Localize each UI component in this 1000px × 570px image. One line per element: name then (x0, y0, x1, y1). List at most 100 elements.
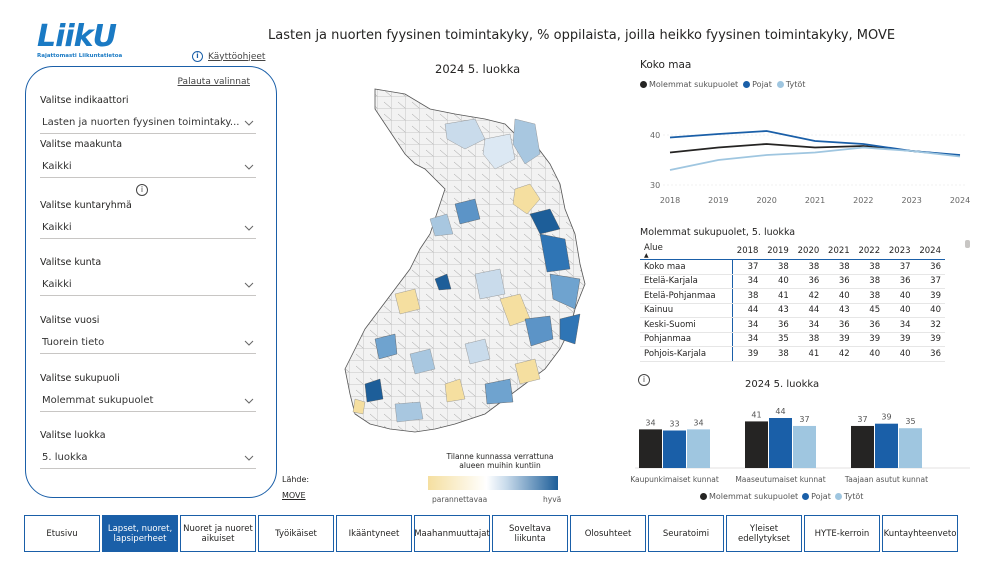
value-cell: 43 (823, 303, 854, 318)
bar[interactable] (663, 430, 686, 469)
chevron-down-icon (244, 398, 254, 404)
dropdown-value: Kaikki (42, 279, 72, 290)
value-cell: 40 (853, 346, 885, 362)
value-cell: 40 (884, 288, 915, 304)
column-header-area[interactable]: Alue ▲ (640, 242, 732, 260)
category-label: Kaupunkimaiset kunnat (630, 475, 719, 484)
nav-button[interactable]: HYTE-kerroin (804, 515, 880, 552)
value-cell: 34 (732, 332, 763, 347)
bar[interactable] (851, 425, 874, 468)
chevron-down-icon (244, 455, 254, 461)
bar[interactable] (875, 423, 898, 468)
table-row[interactable]: Etelä-Karjala 34 40 36 36 38 36 37 (640, 274, 945, 289)
nav-button[interactable]: Ikääntyneet (336, 515, 412, 552)
value-cell: 36 (762, 317, 793, 333)
nav-button[interactable]: Kuntayhteenveto (882, 515, 958, 552)
value-cell: 36 (823, 274, 854, 289)
region-name-cell: Etelä-Karjala (640, 274, 733, 289)
dropdown-value: Kaikki (42, 161, 72, 172)
grade-dropdown[interactable]: 5. luokka (40, 447, 256, 469)
nav-button[interactable]: Seuratoimi (648, 515, 724, 552)
indicator-dropdown[interactable]: Lasten ja nuorten fyysinen toimintaky... (40, 112, 256, 134)
bar[interactable] (687, 429, 710, 468)
bar-chart[interactable]: 34 33 34 Kaupunkimaiset kunnat 41 44 37 Maaseut… (625, 396, 975, 491)
filter-label: Valitse vuosi (40, 315, 100, 326)
region-table: Alue ▲ 2018 2019 2020 2021 2022 2023 2024… (640, 242, 945, 362)
column-header[interactable]: 2023 (884, 242, 915, 260)
legend-item[interactable]: Molemmat sukupuolet (640, 80, 738, 89)
nav-button[interactable]: Soveltava liikunta (492, 515, 568, 552)
legend-label: Tytöt (843, 492, 864, 501)
value-cell: 41 (792, 346, 824, 362)
table-row[interactable]: Etelä-Pohjanmaa 38 41 42 40 38 40 39 (640, 288, 945, 304)
nav-button[interactable]: Työikäiset (258, 515, 334, 552)
chevron-down-icon (244, 225, 254, 231)
nav-button[interactable]: Lapset, nuoret, lapsiperheet (102, 515, 178, 552)
legend-item[interactable]: Pojat (743, 80, 772, 89)
legend-item[interactable]: Tytöt (834, 492, 864, 501)
bar[interactable] (639, 429, 662, 468)
column-header[interactable]: 2020 (792, 242, 824, 260)
info-icon[interactable]: i (136, 184, 148, 196)
chevron-down-icon (244, 282, 254, 288)
bar[interactable] (899, 428, 922, 468)
dropdown-value: Lasten ja nuorten fyysinen toimintaky... (42, 117, 240, 128)
help-link-label: Käyttöohjeet (208, 51, 266, 62)
nav-button[interactable]: Nuoret ja nuoret aikuiset (180, 515, 256, 552)
value-cell: 39 (884, 332, 915, 347)
region-dropdown[interactable]: Kaikki (40, 156, 256, 178)
municipality-group-dropdown[interactable]: Kaikki (40, 217, 256, 239)
table-row[interactable]: Keski-Suomi 34 36 34 36 36 34 32 (640, 317, 945, 333)
value-cell: 37 (732, 259, 763, 275)
table-row[interactable]: Koko maa 37 38 38 38 38 37 36 (640, 259, 945, 275)
nav-button[interactable]: Maahanmuuttajat (414, 515, 490, 552)
column-header[interactable]: 2021 (823, 242, 854, 260)
series-line[interactable] (669, 143, 961, 157)
value-cell: 39 (914, 332, 945, 347)
value-cell: 36 (792, 274, 824, 289)
table-scrollbar[interactable] (965, 240, 970, 248)
value-cell: 38 (792, 332, 824, 347)
help-link[interactable]: i Käyttöohjeet (192, 51, 265, 62)
nav-button[interactable]: Etusivu (24, 515, 100, 552)
legend-item[interactable]: Tytöt (776, 80, 805, 89)
line-chart[interactable]: 30 40 2018 2019 2020 2021 2022 2023 2024 (625, 100, 975, 210)
data-label: 39 (881, 413, 891, 422)
info-icon[interactable]: i (638, 374, 650, 386)
table-row[interactable]: Pohjois-Karjala 39 38 41 42 40 40 36 (640, 346, 945, 362)
legend-item[interactable]: Molemmat sukupuolet (700, 492, 798, 501)
value-cell: 40 (884, 303, 915, 318)
series-line[interactable] (669, 146, 961, 171)
value-cell: 39 (914, 288, 945, 304)
gender-dropdown[interactable]: Molemmat sukupuolet (40, 390, 256, 412)
value-cell: 39 (823, 332, 854, 347)
finland-choropleth-map[interactable] (335, 84, 595, 459)
value-cell: 34 (792, 317, 824, 333)
source-link[interactable]: MOVE (282, 491, 306, 500)
column-header[interactable]: 2019 (762, 242, 793, 260)
dropdown-value: Kaikki (42, 222, 72, 233)
bar[interactable] (745, 421, 768, 468)
nav-button[interactable]: Yleiset edellytykset (726, 515, 802, 552)
region-name-cell: Pohjois-Karjala (640, 346, 733, 362)
column-header[interactable]: 2022 (853, 242, 885, 260)
nav-button[interactable]: Olosuhteet (570, 515, 646, 552)
data-label: 34 (693, 418, 703, 427)
column-header[interactable]: 2018 (732, 242, 763, 260)
value-cell: 38 (762, 259, 793, 275)
reset-filters-link[interactable]: Palauta valinnat (177, 77, 250, 87)
table-row[interactable]: Kainuu 44 43 44 43 45 40 40 (640, 303, 945, 318)
column-header[interactable]: 2024 (914, 242, 945, 260)
data-label: 37 (857, 415, 867, 424)
legend-item[interactable]: Pojat (802, 492, 831, 501)
bar[interactable] (769, 418, 792, 468)
finland-outline (344, 88, 586, 433)
bar[interactable] (793, 425, 816, 468)
sort-ascending-icon: ▲ (644, 252, 649, 259)
map-legend-gradient (428, 476, 558, 490)
value-cell: 39 (853, 332, 885, 347)
value-cell: 36 (884, 274, 915, 289)
municipality-dropdown[interactable]: Kaikki (40, 274, 256, 296)
table-row[interactable]: Pohjanmaa 34 35 38 39 39 39 39 (640, 332, 945, 347)
year-dropdown[interactable]: Tuorein tieto (40, 332, 256, 354)
